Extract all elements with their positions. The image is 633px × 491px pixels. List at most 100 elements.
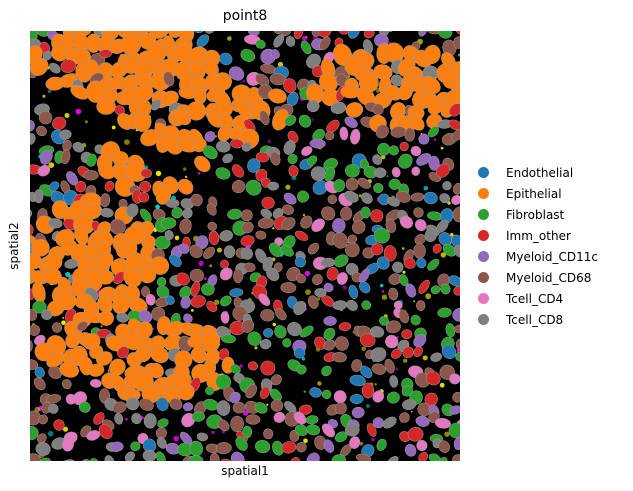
cell-fibroblast xyxy=(428,453,441,461)
cell-myeloid-cd68 xyxy=(30,324,40,336)
cell-myeloid-cd68 xyxy=(33,377,46,391)
marker-signal-speckle xyxy=(311,119,314,121)
cell-fibroblast xyxy=(300,40,312,55)
cell-tcell-cd8 xyxy=(260,208,272,219)
cell-endothelial xyxy=(376,256,390,270)
cell-epithelial xyxy=(30,57,49,76)
spatial-image-panel xyxy=(30,31,460,461)
cell-imm-other xyxy=(453,286,460,296)
cell-fibroblast xyxy=(205,386,215,396)
cell-fibroblast xyxy=(227,208,243,220)
cell-myeloid-cd68 xyxy=(109,218,126,235)
cell-fibroblast xyxy=(245,179,262,196)
cell-myeloid-cd68 xyxy=(340,206,353,221)
cell-tcell-cd8 xyxy=(124,451,135,461)
cell-endothelial xyxy=(416,257,427,269)
marker-signal-speckle xyxy=(402,270,406,274)
cell-fibroblast xyxy=(442,243,457,257)
cell-endothelial xyxy=(165,295,175,305)
cell-tcell-cd8 xyxy=(430,352,443,362)
cell-myeloid-cd11c xyxy=(428,155,440,171)
cell-fibroblast xyxy=(154,236,171,250)
cell-myeloid-cd68 xyxy=(139,398,154,411)
cell-epithelial xyxy=(191,346,207,364)
cell-tcell-cd4 xyxy=(349,436,361,449)
legend-label: Endothelial xyxy=(506,165,574,180)
cell-fibroblast xyxy=(440,283,451,295)
legend-marker-myeloid-cd68 xyxy=(478,272,489,283)
cell-myeloid-cd68 xyxy=(282,204,294,215)
cell-fibroblast xyxy=(254,440,271,454)
cell-fibroblast xyxy=(274,325,287,339)
cell-myeloid-cd11c xyxy=(452,307,460,322)
legend-label: Myeloid_CD11c xyxy=(506,249,598,264)
cell-myeloid-cd68 xyxy=(385,31,395,33)
cell-epithelial xyxy=(155,186,171,205)
cell-myeloid-cd68 xyxy=(30,453,41,461)
marker-signal-speckle xyxy=(48,162,55,169)
marker-signal-speckle xyxy=(243,410,249,416)
cell-epithelial xyxy=(397,83,413,101)
cell-tcell-cd8 xyxy=(260,339,272,350)
marker-signal-speckle xyxy=(125,418,128,421)
cell-tcell-cd8 xyxy=(30,133,36,145)
cell-tcell-cd8 xyxy=(59,129,72,140)
cell-tcell-cd4 xyxy=(410,145,422,157)
cell-myeloid-cd68 xyxy=(388,287,399,301)
cell-tcell-cd4 xyxy=(301,146,313,156)
cell-fibroblast xyxy=(85,153,97,167)
marker-signal-speckle xyxy=(305,289,311,295)
cell-myeloid-cd68 xyxy=(241,319,255,333)
cell-tcell-cd8 xyxy=(267,181,279,191)
cell-endothelial xyxy=(294,256,306,268)
cell-epithelial xyxy=(214,72,232,91)
cell-fibroblast xyxy=(287,153,298,165)
marker-signal-speckle xyxy=(433,138,437,141)
cell-fibroblast xyxy=(306,424,321,436)
marker-signal-speckle xyxy=(317,381,322,386)
cell-myeloid-cd11c xyxy=(306,452,320,461)
marker-signal-speckle xyxy=(423,185,429,191)
cell-myeloid-cd68 xyxy=(416,300,426,311)
marker-signal-speckle xyxy=(413,300,416,303)
marker-signal-speckle xyxy=(440,146,444,150)
cell-imm-other xyxy=(370,243,384,256)
cell-myeloid-cd68 xyxy=(189,268,204,283)
cell-endothelial xyxy=(34,366,45,379)
cell-endothelial xyxy=(193,31,206,34)
legend-marker-myeloid-cd11c xyxy=(478,251,489,262)
cell-tcell-cd4 xyxy=(434,417,451,429)
cell-tcell-cd4 xyxy=(220,311,230,324)
cell-imm-other xyxy=(293,31,304,40)
cell-tcell-cd8 xyxy=(262,256,274,272)
cell-fibroblast xyxy=(428,126,439,138)
cell-tcell-cd4 xyxy=(399,215,413,229)
cell-myeloid-cd11c xyxy=(405,283,417,298)
cell-imm-other xyxy=(255,151,270,163)
cell-myeloid-cd68 xyxy=(230,415,244,432)
cell-tcell-cd8 xyxy=(164,230,174,240)
legend-marker-tcell-cd4 xyxy=(478,293,489,304)
marker-signal-speckle xyxy=(64,113,70,118)
cell-fibroblast xyxy=(324,166,336,182)
cell-fibroblast xyxy=(254,402,268,414)
cell-myeloid-cd68 xyxy=(38,110,53,125)
cell-myeloid-cd11c xyxy=(178,243,190,254)
legend-label: Myeloid_CD68 xyxy=(506,270,592,285)
marker-signal-speckle xyxy=(422,355,428,361)
cell-epithelial xyxy=(268,88,287,104)
cell-fibroblast xyxy=(455,351,460,362)
cell-imm-other xyxy=(402,346,414,359)
cell-fibroblast xyxy=(247,331,262,346)
cell-imm-other xyxy=(366,423,377,437)
cell-imm-other xyxy=(407,427,424,442)
cell-tcell-cd4 xyxy=(219,267,233,281)
cell-imm-other xyxy=(449,103,460,117)
cell-myeloid-cd68 xyxy=(404,127,416,142)
cell-imm-other xyxy=(399,141,409,152)
cell-myeloid-cd68 xyxy=(372,103,384,115)
cell-imm-other xyxy=(281,441,297,454)
cell-fibroblast xyxy=(437,307,452,318)
cell-fibroblast xyxy=(139,208,152,223)
cell-tcell-cd8 xyxy=(285,36,296,47)
